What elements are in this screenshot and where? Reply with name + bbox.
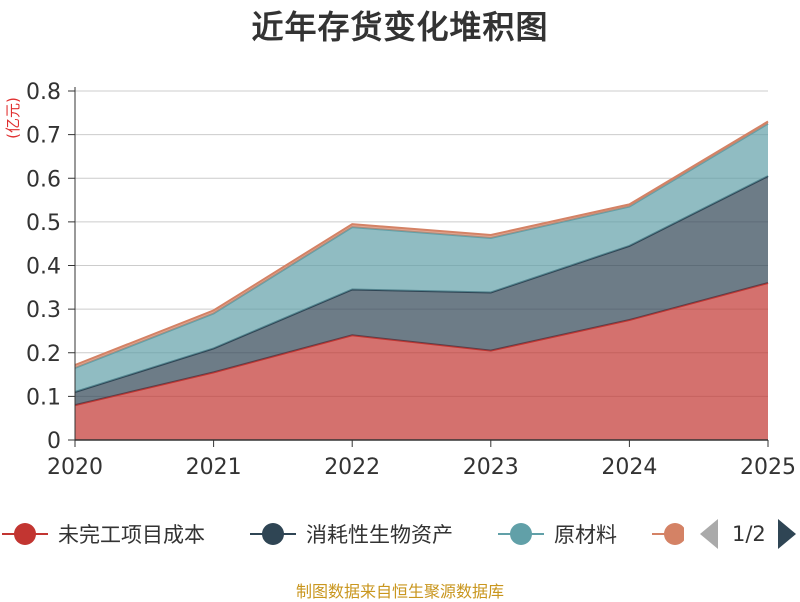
legend-item[interactable]: [652, 516, 684, 552]
series-line-4: [74, 120, 769, 366]
legend-prev-page-icon[interactable]: [700, 519, 718, 549]
legend-marker-icon: [2, 516, 48, 552]
legend-label: 未完工项目成本: [58, 523, 205, 547]
legend-item[interactable]: 消耗性生物资产: [250, 516, 453, 552]
y-tick-label: 0.5: [26, 211, 61, 236]
legend-marker-icon: [250, 516, 296, 552]
y-tick-label: 0.1: [26, 385, 61, 410]
x-tick-label: 2020: [47, 455, 103, 480]
legend-marker-icon: [498, 516, 544, 552]
y-axis-unit-label: (亿元): [4, 97, 22, 139]
legend-item[interactable]: 原材料: [498, 516, 617, 552]
legend-label: 消耗性生物资产: [306, 523, 453, 547]
area-series-3[interactable]: [75, 123, 768, 392]
x-tick-label: 2025: [740, 455, 796, 480]
y-tick-label: 0.3: [26, 298, 61, 323]
legend-label: 原材料: [554, 523, 617, 547]
legend-pager: 1/2: [700, 516, 796, 552]
series-line-1: [74, 282, 769, 407]
y-tick-label: 0.7: [26, 124, 61, 149]
y-tick-label: 0.6: [26, 167, 61, 192]
x-tick-label: 2024: [601, 455, 657, 480]
legend-page-indicator: 1/2: [732, 522, 766, 546]
y-tick-label: 0.2: [26, 342, 61, 367]
x-tick-label: 2023: [463, 455, 519, 480]
x-tick-label: 2022: [324, 455, 380, 480]
legend-marker-icon: [652, 516, 684, 552]
chart-title: 近年存货变化堆积图: [251, 8, 549, 46]
legend-item[interactable]: 未完工项目成本: [2, 516, 205, 552]
legend-next-page-icon[interactable]: [777, 519, 796, 549]
area-series-1[interactable]: [75, 283, 768, 440]
y-tick-label: 0.4: [26, 255, 61, 280]
area-series-2[interactable]: [75, 176, 768, 406]
x-tick-label: 2021: [186, 455, 242, 480]
y-tick-label: 0: [47, 429, 61, 454]
y-tick-label: 0.8: [26, 80, 61, 105]
data-source-note: 制图数据来自恒生聚源数据库: [295, 582, 504, 601]
